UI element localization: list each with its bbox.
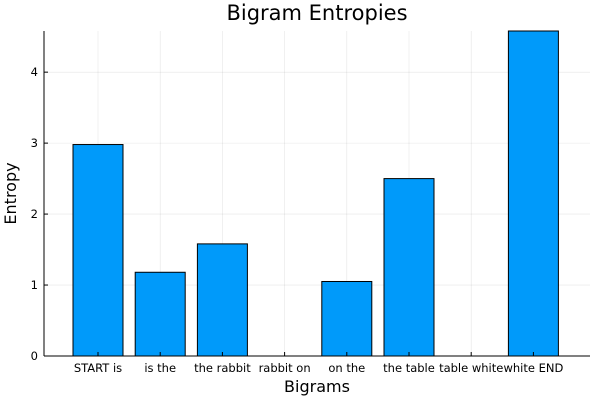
bar bbox=[383, 178, 435, 357]
bar bbox=[134, 271, 186, 357]
x-tick-label: the table bbox=[383, 361, 435, 375]
x-tick-label: START is bbox=[74, 361, 122, 375]
bars-layer bbox=[72, 30, 559, 357]
bar bbox=[507, 30, 559, 357]
y-axis-label: Entropy bbox=[1, 162, 20, 224]
x-tick-label: table white bbox=[439, 361, 503, 375]
x-ticks: START is is the the rabbit rabbit on on the t… bbox=[74, 352, 563, 375]
y-tick-label: 1 bbox=[31, 278, 38, 292]
chart-title: Bigram Entropies bbox=[226, 1, 407, 25]
x-tick-label: is the bbox=[144, 361, 176, 375]
y-tick-label: 0 bbox=[31, 349, 38, 363]
bar bbox=[72, 144, 124, 357]
x-tick-label: the rabbit bbox=[194, 361, 251, 375]
y-ticks: 0 1 2 3 4 bbox=[31, 65, 48, 363]
x-tick-label: white END bbox=[503, 361, 563, 375]
bar bbox=[196, 243, 248, 357]
y-tick-label: 2 bbox=[31, 207, 38, 221]
bar bbox=[321, 280, 373, 357]
y-tick-label: 3 bbox=[31, 136, 38, 150]
axes-layer bbox=[43, 31, 590, 357]
x-tick-label: rabbit on bbox=[259, 361, 311, 375]
x-axis-label: Bigrams bbox=[284, 377, 350, 396]
x-tick-label: on the bbox=[328, 361, 365, 375]
y-tick-label: 4 bbox=[31, 65, 38, 79]
